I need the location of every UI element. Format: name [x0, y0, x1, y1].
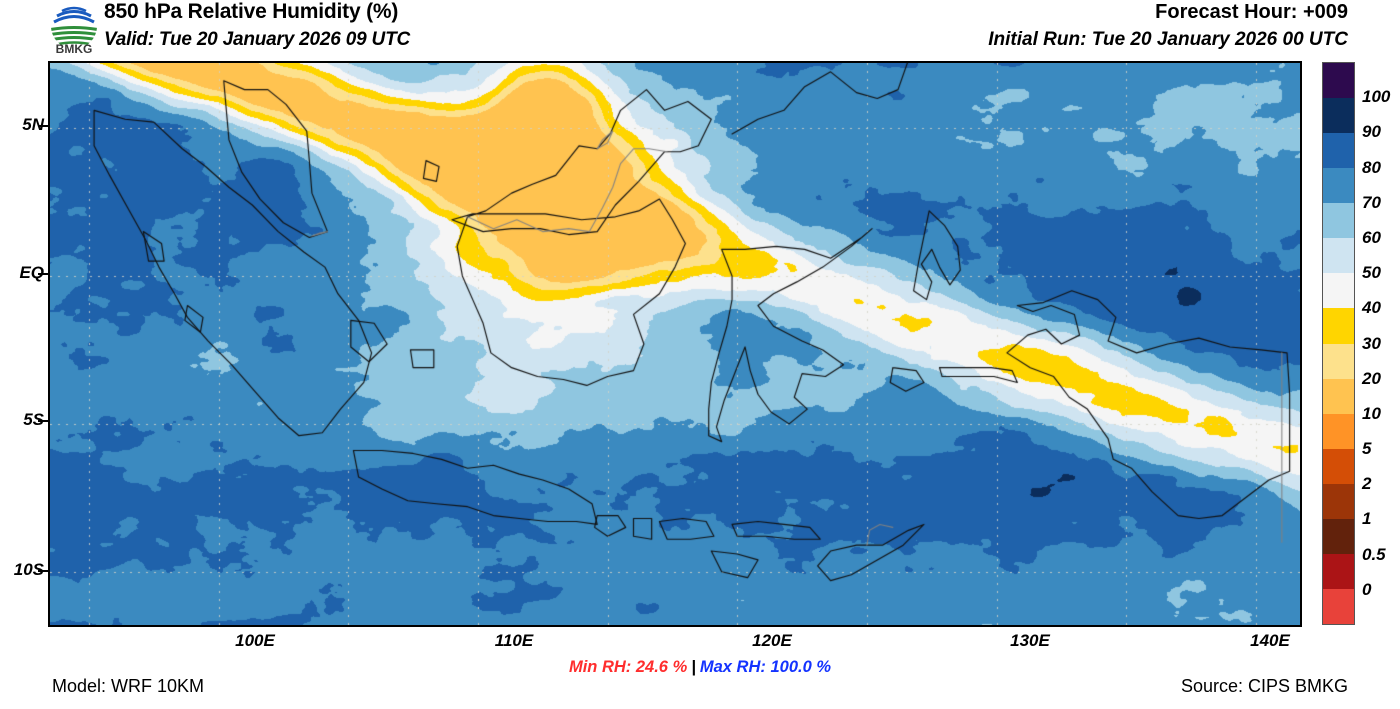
weather-map[interactable]: Copyright Sub Bidang Prediksi Cuaca BMKG… — [48, 61, 1302, 627]
page-title: 850 hPa Relative Humidity (%) — [104, 0, 399, 23]
colorbar-cell-1 — [1323, 98, 1354, 134]
lat-tick-10S — [38, 570, 48, 572]
colorbar-label-60: 60 — [1362, 227, 1381, 247]
lat-label-EQ: EQ — [19, 263, 44, 282]
lat-tick-EQ — [38, 273, 48, 275]
humidity-contour-canvas — [50, 63, 1300, 625]
colorbar-cell-12 — [1323, 483, 1354, 519]
colorbar-cell-4 — [1323, 203, 1354, 239]
colorbar-label-70: 70 — [1362, 192, 1381, 212]
colorbar-label-1: 1 — [1362, 509, 1372, 529]
colorbar-cell-8 — [1323, 343, 1354, 379]
lon-label-140E: 140E — [1250, 631, 1290, 650]
lon-label-130E: 130E — [1010, 631, 1050, 650]
colorbar-cell-11 — [1323, 448, 1354, 484]
lon-label-110E: 110E — [494, 631, 534, 650]
colorbar-cell-14 — [1323, 553, 1354, 589]
lat-tick-5S — [38, 420, 48, 422]
bmkg-logo: BMKG — [51, 3, 97, 54]
colorbar-cell-6 — [1323, 273, 1354, 309]
colorbar-label-0.5: 0.5 — [1362, 544, 1386, 564]
lon-label-100E: 100E — [235, 631, 275, 650]
lat-label-10S: 10S — [13, 560, 44, 579]
bmkg-logo-text: BMKG — [56, 42, 93, 54]
model-label: Model: WRF 10KM — [52, 676, 205, 696]
source-label: Source: CIPS BMKG — [1180, 676, 1348, 696]
colorbar-label-90: 90 — [1362, 122, 1381, 142]
lat-tick-5N — [38, 125, 48, 127]
min-rh-value: Min RH: 24.6 % — [568, 658, 688, 676]
colorbar-cell-2 — [1323, 133, 1354, 169]
colorbar-cell-7 — [1323, 308, 1354, 344]
valid-time-label: Valid: Tue 20 January 2026 09 UTC — [104, 29, 410, 50]
header: BMKG 850 hPa Relative Humidity (%) Valid… — [0, 0, 1400, 56]
colorbar-cell-5 — [1323, 238, 1354, 274]
colorbar-cell-0 — [1323, 63, 1354, 99]
colorbar-label-2: 2 — [1362, 474, 1372, 494]
minmax-readout: Min RH: 24.6 % | Max RH: 100.0 % — [0, 658, 1400, 677]
colorbar-label-40: 40 — [1362, 298, 1381, 318]
colorbar-label-10: 10 — [1362, 403, 1381, 423]
colorbar-label-50: 50 — [1362, 263, 1381, 283]
colorbar-cell-3 — [1323, 168, 1354, 204]
colorbar-cell-15 — [1323, 588, 1354, 624]
lat-label-5S: 5S — [23, 410, 44, 429]
colorbar-label-0: 0 — [1362, 579, 1372, 599]
colorbar — [1322, 62, 1355, 625]
colorbar-label-30: 30 — [1362, 333, 1381, 353]
lon-label-120E: 120E — [752, 631, 792, 650]
colorbar-cell-10 — [1323, 413, 1354, 449]
max-rh-value: Max RH: 100.0 % — [699, 658, 832, 676]
lat-label-5N: 5N — [22, 115, 44, 134]
minmax-separator: | — [691, 658, 696, 676]
colorbar-labels: 100 90 80 70 60 50 40 30 20 10 5 2 1 0.5 0 — [1362, 62, 1400, 625]
forecast-hour-label: Forecast Hour: +009 — [1155, 1, 1348, 23]
colorbar-label-100: 100 — [1362, 87, 1391, 107]
colorbar-cell-9 — [1323, 378, 1354, 414]
colorbar-label-20: 20 — [1362, 368, 1381, 388]
initial-run-label: Initial Run: Tue 20 January 2026 00 UTC — [988, 29, 1348, 50]
colorbar-cell-13 — [1323, 518, 1354, 554]
colorbar-label-80: 80 — [1362, 157, 1381, 177]
colorbar-label-5: 5 — [1362, 439, 1372, 459]
